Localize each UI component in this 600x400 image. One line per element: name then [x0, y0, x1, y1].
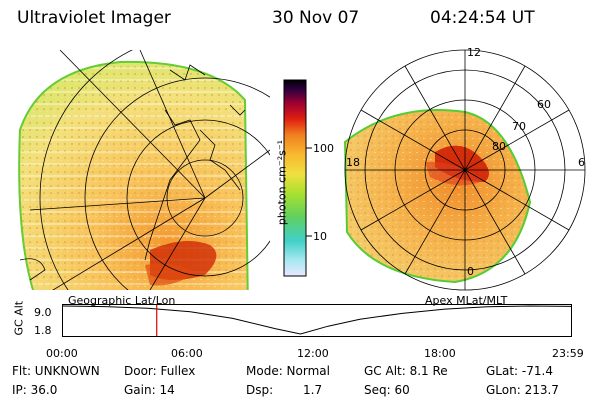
orbit-xtick-4: 23:59 — [552, 347, 584, 360]
colorbar — [283, 79, 312, 277]
orbit-ymax: 9.0 — [34, 306, 52, 319]
right-panel-label: Apex MLat/MLT — [425, 294, 508, 307]
date-label: 30 Nov 07 — [272, 8, 360, 28]
polar-image — [343, 49, 586, 291]
mlat-label-60: 60 — [537, 98, 551, 111]
info-seq: Seq: 60 — [364, 383, 410, 397]
instrument-title: Ultraviolet Imager — [17, 8, 171, 28]
colorbar-tick-100: 100 — [313, 142, 334, 155]
mlt-label-0: 0 — [467, 265, 474, 278]
info-ip: IP: 36.0 — [12, 383, 58, 397]
colorbar-unit-label: photon cm⁻²s⁻¹ — [275, 139, 289, 226]
info-gc-alt: GC Alt: 8.1 Re — [364, 364, 448, 378]
left-panel-label: Geographic Lat/Lon — [68, 294, 176, 307]
orbit-altitude-line — [62, 305, 572, 335]
orbit-xtick-0: 00:00 — [46, 347, 78, 360]
orbit-xtick-2: 12:00 — [297, 347, 329, 360]
orbit-plot — [62, 304, 572, 337]
info-glon: GLon: 213.7 — [486, 383, 559, 397]
mlat-label-80: 80 — [492, 140, 506, 153]
mlt-label-6: 6 — [578, 156, 585, 169]
info-gain: Gain: 14 — [124, 383, 175, 397]
info-glat: GLat: -71.4 — [486, 364, 553, 378]
orbit-xtick-1: 06:00 — [171, 347, 203, 360]
mlt-label-18: 18 — [346, 156, 360, 169]
colorbar-tick-10: 10 — [313, 230, 327, 243]
orbit-ylabel: GC Alt — [12, 300, 26, 336]
orbit-xtick-3: 18:00 — [424, 347, 456, 360]
time-label: 04:24:54 UT — [430, 8, 535, 28]
info-mode: Mode: Normal — [246, 364, 330, 378]
info-dsp-value: 1.7 — [303, 383, 323, 397]
info-flt: Flt: UNKNOWN — [12, 364, 100, 378]
mlt-label-12: 12 — [467, 46, 481, 59]
info-door: Door: Fullex — [124, 364, 196, 378]
info-dsp-label: Dsp: — [246, 383, 274, 397]
mlat-label-70: 70 — [512, 120, 526, 133]
orbit-ymin: 1.8 — [34, 324, 52, 337]
geographic-image — [18, 50, 270, 290]
